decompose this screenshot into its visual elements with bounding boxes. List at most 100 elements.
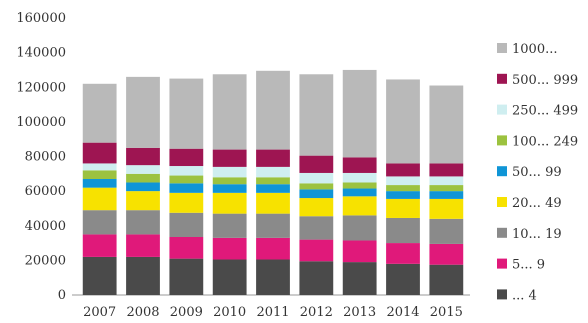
y-tick-label: 0 [58,288,66,303]
y-tick-label: 60000 [25,184,66,199]
bar-segment [386,263,420,295]
bar-stack-2012 [299,74,334,295]
legend-item: 10... 19 [497,227,562,242]
bar-segment [386,243,420,264]
bar-segment [169,192,204,213]
bar-segment [82,210,117,235]
bar-segment [386,217,420,244]
bar-segment [299,261,334,295]
x-tick-label: 2009 [170,305,203,320]
bar-segment [126,173,160,183]
bar-segment [82,83,117,143]
legend-label: ... 4 [512,288,537,303]
legend-label: 5... 9 [512,258,545,273]
bar-segment [299,216,334,240]
bar-segment [386,79,420,164]
bar-segment [342,182,377,189]
y-tick-label: 80000 [25,150,66,165]
bar-segment [299,74,334,156]
bar-stack-2010 [212,74,247,295]
bar-segment [169,166,204,176]
bar-segment [386,191,420,199]
legend-label: 100... 249 [512,134,578,149]
bar-segment [342,188,377,197]
legend-label: 1000... [512,42,557,57]
x-tick-label: 2014 [386,305,419,320]
x-axis-ticks: 2007 2008 2009 2010 2011 2012 2013 2014 2015 [83,305,463,320]
x-tick-label: 2008 [126,305,159,320]
bar-segment [126,210,160,235]
bar-stack-2015 [429,85,464,295]
legend-label: 50... 99 [512,165,562,180]
y-tick-label: 140000 [16,46,66,61]
bar-segment [342,215,377,241]
bar-segment [256,177,290,185]
bar-stacks [82,69,464,295]
bar-segment [82,179,117,188]
legend-swatch [497,166,507,177]
bar-segment [299,183,334,190]
bar-segment [169,237,204,259]
bar-segment [212,74,247,150]
bar-segment [126,76,160,148]
bar-segment [386,198,420,218]
bar-segment [212,259,247,295]
bar-segment [82,256,117,295]
legend-swatch [497,104,507,115]
bar-segment [386,163,420,177]
bar-segment [169,148,204,167]
bar-segment [126,191,160,211]
legend-item: 1000... [497,42,557,57]
bar-segment [386,185,420,192]
bar-stack-2008 [126,76,160,295]
bar-segment [82,170,117,180]
bar-segment [256,192,290,214]
bar-segment [429,264,464,295]
y-tick-label: 160000 [16,11,66,26]
bar-segment [82,163,117,171]
bar-segment [169,183,204,193]
bar-segment [299,239,334,262]
legend: 1000... 500... 999 250... 499 100... 249 50.… [497,42,578,303]
bar-segment [429,176,464,186]
legend-item: 50... 99 [497,165,562,180]
legend-label: 10... 19 [512,227,562,242]
legend-swatch [497,258,507,269]
x-tick-label: 2013 [343,305,376,320]
legend-swatch [497,289,507,300]
bar-segment [126,165,160,174]
bar-segment [212,149,247,167]
bar-segment [429,243,464,265]
x-tick-label: 2007 [83,305,116,320]
bar-segment [212,184,247,193]
y-axis-ticks: 0 20000 40000 60000 80000 100000 120000 140000 1… [16,11,66,303]
y-tick-label: 20000 [25,253,66,268]
bar-segment [429,85,464,164]
bar-segment [342,69,377,158]
bar-stack-2007 [82,83,117,295]
bar-segment [82,234,117,257]
y-tick-label: 100000 [16,115,66,130]
bar-segment [429,163,464,177]
legend-swatch [497,227,507,238]
bar-segment [82,142,117,164]
legend-swatch [497,73,507,84]
bar-segment [386,176,420,186]
bar-segment [126,256,160,295]
bar-segment [126,182,160,192]
bar-segment [299,172,334,184]
bar-segment [256,184,290,193]
bar-segment [212,166,247,178]
bar-segment [126,234,160,257]
bar-stack-2009 [169,78,204,295]
bar-segment [299,189,334,199]
x-tick-label: 2010 [213,305,246,320]
bar-segment [212,213,247,238]
bar-segment [342,196,377,216]
bar-segment [169,78,204,149]
bar-segment [429,191,464,199]
bar-segment [429,198,464,219]
legend-item: 5... 9 [497,258,545,273]
y-tick-label: 40000 [25,219,66,234]
